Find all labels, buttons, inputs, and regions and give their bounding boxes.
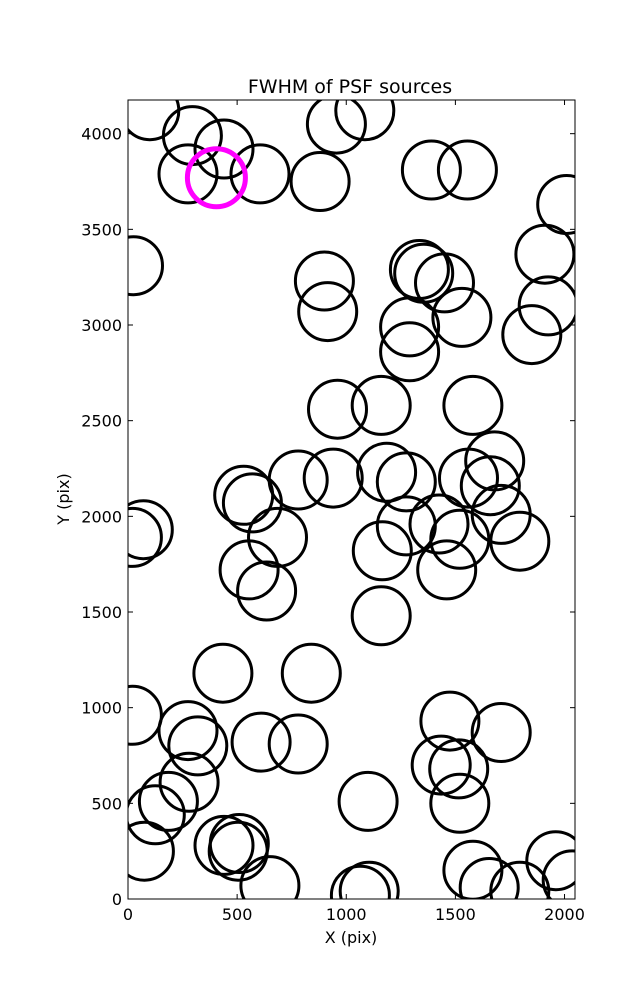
y-axis-label: Y (pix) xyxy=(54,473,73,525)
source-marker xyxy=(400,139,462,201)
source-marker xyxy=(458,857,520,899)
source-marker xyxy=(428,738,490,800)
source-marker xyxy=(128,820,175,882)
source-marker xyxy=(416,539,478,601)
source-marker xyxy=(297,281,359,343)
source-marker xyxy=(302,447,364,509)
source-marker xyxy=(208,813,270,874)
x-tick-label: 500 xyxy=(222,905,253,924)
source-marker xyxy=(470,702,532,763)
source-marker xyxy=(489,510,551,572)
source-marker xyxy=(158,751,220,813)
source-marker xyxy=(438,447,499,509)
source-marker xyxy=(419,690,481,752)
plot-frame xyxy=(127,99,576,900)
source-marker xyxy=(128,499,174,561)
source-marker xyxy=(429,508,491,570)
source-marker xyxy=(541,849,575,899)
y-tick-label: 1000 xyxy=(81,699,122,718)
x-tick-label: 1500 xyxy=(435,905,476,924)
source-marker xyxy=(410,734,472,796)
source-marker xyxy=(289,151,351,212)
y-tick-label: 0 xyxy=(112,890,122,909)
source-marker xyxy=(351,520,413,582)
source-marker xyxy=(218,539,280,601)
source-marker xyxy=(414,252,475,314)
y-tick-label: 500 xyxy=(91,794,122,813)
source-marker xyxy=(236,560,298,622)
y-tick-label: 2000 xyxy=(81,507,122,526)
source-marker xyxy=(408,493,470,555)
plot-area xyxy=(128,100,575,899)
source-marker xyxy=(239,855,301,899)
source-marker xyxy=(193,118,255,180)
source-marker xyxy=(213,464,275,526)
x-tick-label: 0 xyxy=(123,905,133,924)
source-marker xyxy=(379,321,441,383)
source-marker xyxy=(489,860,551,899)
source-marker xyxy=(525,830,575,892)
source-marker xyxy=(221,472,283,534)
source-marker xyxy=(307,378,368,440)
source-marker xyxy=(350,374,412,436)
highlighted-source-marker xyxy=(184,146,248,210)
source-marker xyxy=(329,864,391,899)
source-marker xyxy=(128,506,163,568)
axis-ticks: 0 500 1000 1500 2000 0 500 1000 1500 2000 2500 3000… xyxy=(81,100,585,924)
source-marker xyxy=(334,100,396,142)
source-marker xyxy=(128,235,164,297)
source-marker xyxy=(459,455,521,517)
source-marker xyxy=(229,143,291,205)
source-marker xyxy=(338,860,400,899)
source-marker xyxy=(350,585,412,647)
y-tick-label: 4000 xyxy=(81,125,122,144)
source-marker xyxy=(280,642,342,704)
y-tick-label: 1500 xyxy=(81,603,122,622)
source-marker xyxy=(128,100,181,142)
chart-title: FWHM of PSF sources xyxy=(248,76,452,98)
source-marker xyxy=(128,684,163,746)
source-marker xyxy=(442,839,504,899)
source-marker xyxy=(230,711,292,773)
source-marker xyxy=(267,713,329,775)
source-marker xyxy=(375,495,437,557)
x-tick-label: 2000 xyxy=(544,905,585,924)
source-marker xyxy=(429,772,491,834)
source-marker xyxy=(193,814,255,876)
source-marker xyxy=(157,143,219,205)
source-marker xyxy=(431,286,493,348)
source-marker xyxy=(267,449,329,511)
source-marker xyxy=(167,715,229,777)
y-tick-label: 2500 xyxy=(81,412,122,431)
source-marker xyxy=(379,296,441,358)
source-marker xyxy=(192,642,254,704)
source-marker xyxy=(514,223,575,285)
y-tick-label: 3000 xyxy=(81,316,122,335)
source-marker xyxy=(305,100,367,155)
source-marker xyxy=(128,784,186,846)
source-marker xyxy=(137,770,199,832)
source-marker xyxy=(157,700,219,762)
source-marker xyxy=(293,250,355,312)
source-marker xyxy=(337,770,399,832)
source-marker xyxy=(436,139,498,201)
source-marker xyxy=(161,105,223,167)
source-marker xyxy=(442,374,504,436)
y-tick-label: 3500 xyxy=(81,220,122,239)
x-tick-label: 1000 xyxy=(326,905,367,924)
source-marker xyxy=(375,451,437,513)
source-marker xyxy=(517,275,575,337)
x-axis-label: X (pix) xyxy=(325,928,378,947)
source-marker xyxy=(501,304,563,366)
